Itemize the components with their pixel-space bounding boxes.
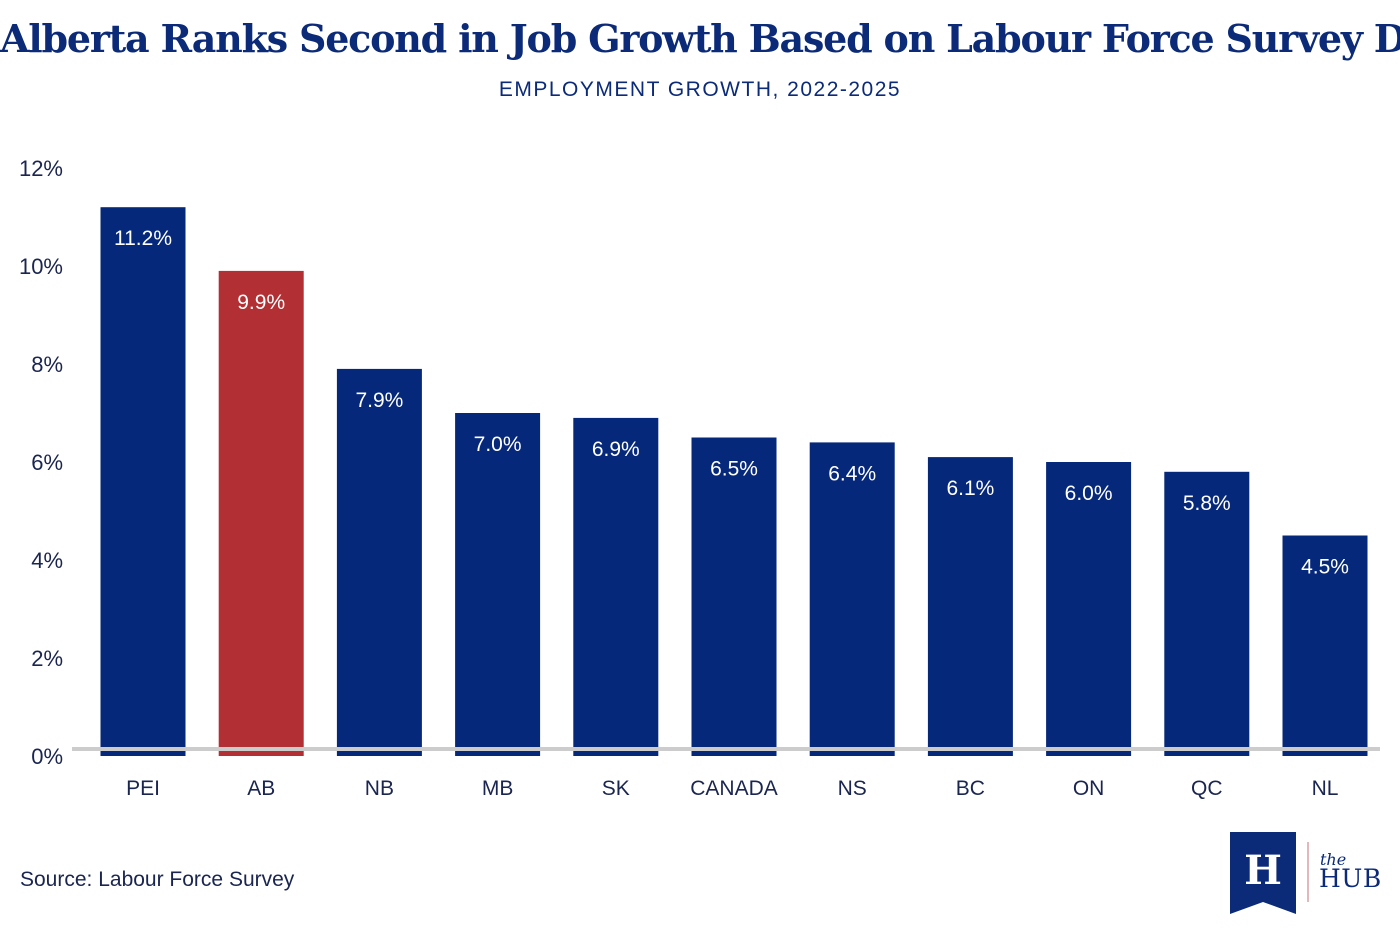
x-category-label: QC: [1191, 777, 1223, 800]
bar-canada: [691, 437, 777, 756]
bar-value-label: 11.2%: [114, 227, 172, 250]
the-hub-logo: H: [1230, 832, 1309, 914]
y-tick-label: 6%: [31, 450, 63, 475]
bar-nb: [336, 368, 422, 756]
bar-value-label: 6.0%: [1065, 482, 1113, 505]
x-category-label: MB: [482, 777, 514, 800]
bar-value-label: 6.4%: [828, 462, 876, 485]
y-tick-label: 8%: [31, 352, 63, 377]
bar-value-label: 6.5%: [710, 458, 758, 481]
bar-on: [1046, 462, 1132, 756]
y-tick-label: 2%: [31, 646, 63, 671]
bar-value-label: 7.0%: [474, 433, 522, 456]
bar-nl: [1282, 535, 1368, 756]
bar-ns: [809, 442, 895, 756]
x-category-label: PEI: [126, 777, 160, 800]
bar-value-label: 9.9%: [237, 291, 285, 314]
bar-sk: [573, 417, 659, 756]
x-category-label: ON: [1073, 777, 1105, 800]
x-category-label: SK: [602, 777, 630, 800]
chart-title: Alberta Ranks Second in Job Growth Based…: [0, 16, 1400, 61]
source-note: Source: Labour Force Survey: [20, 868, 295, 891]
x-category-label: CANADA: [690, 777, 778, 800]
logo-banner-shape: [1230, 832, 1296, 914]
x-category-label: NB: [365, 777, 394, 800]
x-category-label: NS: [838, 777, 867, 800]
y-tick-label: 4%: [31, 548, 63, 573]
bar-ab: [218, 270, 304, 756]
x-category-label: BC: [956, 777, 985, 800]
bar-value-label: 5.8%: [1183, 492, 1231, 515]
logo-word-hub: HUB: [1319, 864, 1382, 893]
bar-pei: [100, 207, 186, 756]
y-tick-label: 0%: [31, 744, 63, 769]
bar-bc: [927, 457, 1013, 756]
bar-value-label: 4.5%: [1301, 556, 1349, 579]
y-tick-label: 10%: [19, 254, 63, 279]
logo-letter: H: [1244, 847, 1282, 894]
bar-value-label: 7.9%: [355, 389, 403, 412]
bar-value-label: 6.1%: [946, 477, 994, 500]
x-category-label: NL: [1312, 777, 1339, 800]
bar-qc: [1164, 471, 1250, 756]
bar-value-label: 6.9%: [592, 438, 640, 461]
y-tick-label: 12%: [19, 156, 63, 181]
chart-subtitle: EMPLOYMENT GROWTH, 2022-2025: [498, 78, 902, 101]
logo-word-the: the: [1320, 850, 1347, 869]
x-category-label: AB: [247, 777, 275, 800]
bar-mb: [455, 413, 541, 756]
